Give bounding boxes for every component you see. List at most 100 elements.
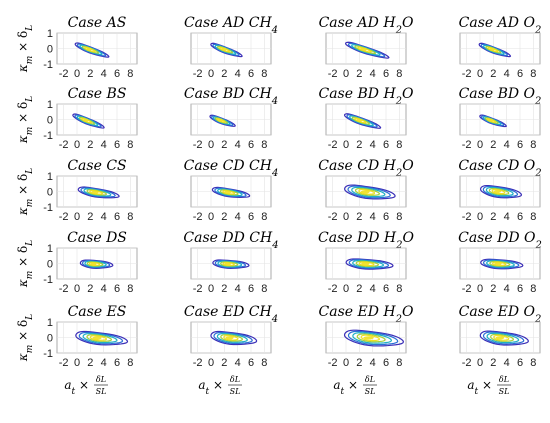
x-axis-label-denominator: SL	[365, 387, 376, 396]
x-tick-label: 6	[383, 68, 389, 80]
x-tick-label: 6	[248, 68, 254, 80]
x-tick-label: 0	[343, 211, 349, 223]
x-tick-label: 4	[504, 357, 510, 369]
x-axis-label: at ×	[64, 378, 89, 397]
x-tick-label: 8	[530, 211, 536, 223]
x-tick-label: 0	[477, 211, 483, 223]
x-tick-label: 6	[248, 211, 254, 223]
contour-level	[352, 259, 385, 268]
contour-level	[214, 187, 247, 198]
panel-title: Case BD O2	[459, 86, 542, 107]
x-axis-label-numerator: δL	[96, 375, 106, 384]
x-tick-label: 0	[74, 357, 80, 369]
x-tick-label: 2	[356, 68, 362, 80]
x-tick-label: 0	[208, 211, 214, 223]
y-tick-label: -1	[43, 274, 53, 286]
x-axis-label-denominator: SL	[499, 387, 510, 396]
contour-level	[84, 260, 107, 268]
contour-level	[490, 333, 515, 342]
x-tick-label: 8	[127, 283, 133, 295]
contour-core	[356, 118, 363, 122]
y-axis-label: κm × δL	[16, 314, 35, 362]
contour-level	[352, 332, 393, 344]
contour-core	[360, 190, 370, 194]
contour-level	[220, 334, 244, 342]
contour-level	[480, 258, 524, 270]
x-tick-label: 8	[396, 139, 402, 151]
x-tick-label: 6	[114, 211, 120, 223]
contour-level	[347, 42, 386, 58]
x-tick-label: 2	[221, 283, 227, 295]
x-tick-label: 6	[383, 357, 389, 369]
x-tick-label: 2	[356, 283, 362, 295]
panel-title: Case ED CH4	[184, 304, 278, 325]
contour-core	[489, 47, 495, 51]
x-tick-label: 4	[370, 68, 376, 80]
contour-level	[355, 260, 380, 267]
x-tick-label: 8	[261, 139, 267, 151]
x-tick-label: -2	[59, 211, 69, 223]
contour-level	[217, 260, 243, 268]
panel-title: Case ES	[68, 304, 127, 320]
x-tick-label: 0	[208, 139, 214, 151]
contour-level	[223, 335, 239, 341]
y-tick-label: 0	[47, 44, 53, 56]
contour-level	[489, 260, 511, 267]
contour-core	[488, 118, 494, 122]
x-tick-label: 6	[517, 139, 523, 151]
panel-title: Case BD H2O	[318, 86, 414, 107]
x-axis-label-numerator: δL	[365, 375, 375, 384]
x-tick-label: -2	[462, 357, 472, 369]
contour-level	[222, 190, 236, 195]
x-tick-label: 0	[343, 68, 349, 80]
contour-level	[89, 189, 104, 195]
x-tick-label: 8	[530, 283, 536, 295]
panel-3: Case AD O2 -2 0 2 4 6 8	[459, 15, 542, 80]
contour-level	[349, 115, 374, 127]
contour-level	[86, 334, 113, 342]
x-tick-label: -2	[462, 283, 472, 295]
x-tick-label: 4	[101, 139, 107, 151]
panel-19: Case ED O2 -2 0 2 4 6 8 at × δL SL	[459, 304, 542, 397]
panel-title: Case CD CH4	[184, 158, 279, 179]
contour-level	[78, 331, 124, 345]
x-tick-label: -2	[328, 211, 338, 223]
x-tick-label: -2	[328, 139, 338, 151]
x-tick-label: 6	[114, 357, 120, 369]
contour-level	[86, 189, 108, 196]
y-tick-label: 0	[47, 333, 53, 345]
contour-level	[343, 329, 405, 347]
x-tick-label: 6	[517, 211, 523, 223]
x-tick-label: 4	[235, 357, 241, 369]
contour-core	[361, 262, 370, 266]
x-tick-label: 0	[74, 283, 80, 295]
contour-core	[82, 118, 89, 122]
contour-level	[482, 259, 520, 269]
panel-title: Case AD O2	[459, 15, 542, 36]
contour-level	[81, 260, 111, 269]
y-tick-label: 0	[47, 115, 53, 127]
x-tick-label: -2	[193, 211, 203, 223]
contour-core	[224, 190, 231, 194]
contour-level	[358, 188, 376, 195]
x-tick-label: 8	[530, 68, 536, 80]
panel-title: Case CD H2O	[318, 158, 414, 179]
x-tick-label: -2	[462, 139, 472, 151]
panel-18: Case ED H2O -2 0 2 4 6 8 at × δL SL	[319, 304, 414, 397]
x-axis-label: at ×	[198, 378, 223, 397]
panel-title: Case BD CH4	[184, 86, 278, 107]
x-tick-label: 2	[490, 211, 496, 223]
x-tick-label: 8	[530, 357, 536, 369]
x-tick-label: 6	[114, 68, 120, 80]
contour-core	[86, 47, 92, 51]
contour-level	[83, 188, 112, 197]
x-tick-label: 8	[127, 211, 133, 223]
x-tick-label: 0	[208, 68, 214, 80]
contour-level	[482, 185, 519, 198]
x-tick-label: -2	[193, 139, 203, 151]
x-tick-label: 2	[490, 283, 496, 295]
panel-14: Case DD H2O -2 0 2 4 6 8	[318, 230, 414, 295]
y-axis-label: κm × δL	[16, 168, 35, 216]
